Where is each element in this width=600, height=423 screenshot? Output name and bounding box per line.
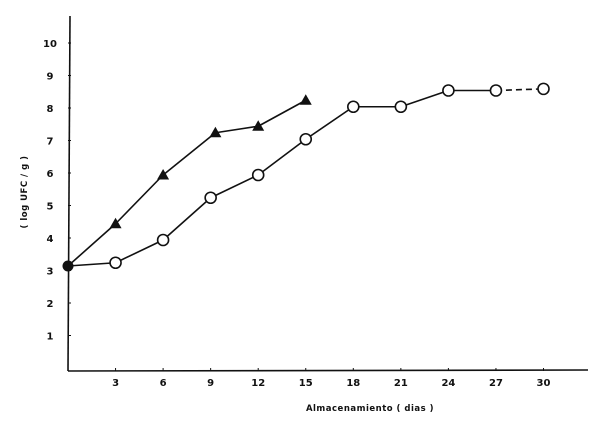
x-tick-label: 6	[160, 378, 167, 389]
series-line-segment	[67, 223, 117, 267]
series-line-segment	[495, 88, 544, 92]
x-tick-label: 24	[441, 378, 455, 389]
series-line-segment	[162, 197, 212, 241]
series-line-segment	[67, 261, 116, 267]
start-point-marker	[62, 260, 74, 272]
triangle-marker	[209, 126, 222, 138]
x-tick-label: 15	[299, 378, 313, 389]
x-tick-label: 30	[537, 378, 551, 389]
x-axis-title: Almacenamiento ( dias )	[306, 404, 434, 414]
y-tick-label: 5	[47, 202, 54, 213]
triangle-marker	[252, 120, 265, 131]
y-tick-label: 4	[47, 234, 54, 245]
series-line-segment	[257, 138, 307, 176]
x-tick-label: 27	[489, 378, 503, 389]
open-circle-marker	[299, 132, 313, 146]
series-layer	[62, 82, 550, 272]
y-tick-label: 1	[47, 332, 54, 343]
triangle-marker	[109, 217, 122, 229]
open-circle-marker	[489, 84, 503, 97]
y-tick-label: 9	[47, 72, 54, 83]
y-tick-label: 8	[47, 104, 54, 115]
open-circle-marker	[251, 168, 265, 182]
x-tick-label: 12	[251, 378, 265, 389]
x-tick-label: 9	[207, 378, 214, 389]
y-tick-label: 3	[47, 267, 54, 278]
series-line-segment	[115, 239, 164, 264]
y-tick-label: 6	[47, 169, 54, 180]
open-circle-marker	[442, 84, 455, 97]
open-circle-marker	[204, 191, 217, 205]
open-circle-marker	[109, 256, 122, 270]
series-line-segment	[114, 174, 164, 225]
series-line-segment	[400, 89, 449, 108]
x-ticks: 3 6 9 12 15 18 21 24 27 30	[112, 368, 550, 389]
series-line-segment	[257, 99, 307, 127]
open-circle-marker	[156, 233, 170, 247]
series-line-segment	[305, 106, 354, 140]
y-tick-label: 7	[47, 137, 54, 148]
y-ticks: 1 2 3 4 5 6 7 8 9 10	[43, 39, 71, 343]
series-line-segment	[162, 132, 216, 176]
series-line-segment	[210, 174, 259, 199]
open-circle-marker	[537, 82, 550, 96]
x-tick-label: 18	[346, 378, 360, 389]
y-tick-label: 2	[47, 299, 54, 310]
triangle-marker	[157, 169, 170, 180]
open-circle-marker	[346, 100, 360, 114]
y-axis-title: ( log UFC / g )	[20, 155, 30, 228]
y-tick-label: 10	[43, 39, 57, 50]
y-axis	[67, 15, 71, 372]
x-tick-label: 3	[112, 378, 119, 389]
open-circle-marker	[394, 100, 408, 114]
x-tick-label: 21	[394, 378, 408, 389]
x-axis	[67, 369, 589, 372]
triangle-marker	[299, 94, 312, 105]
series-line-segment	[215, 125, 259, 134]
series-triangles	[67, 94, 312, 267]
series-circles	[67, 82, 550, 270]
